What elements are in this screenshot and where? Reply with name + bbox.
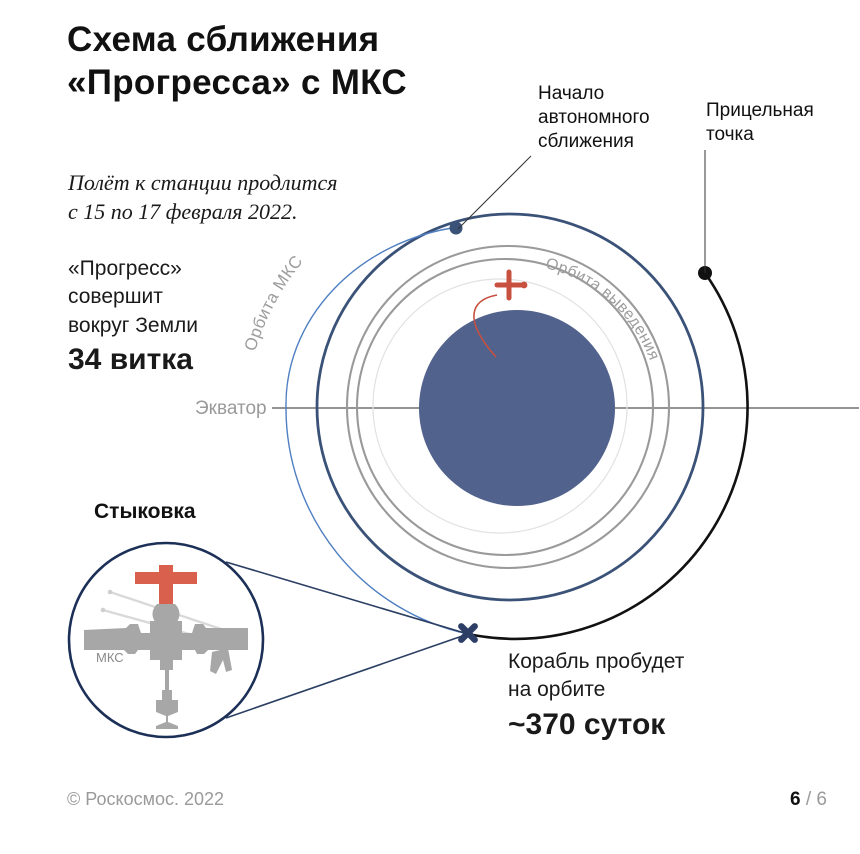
svg-text:Орбита МКС: Орбита МКС	[241, 252, 307, 354]
svg-text:МКС: МКС	[96, 650, 124, 665]
